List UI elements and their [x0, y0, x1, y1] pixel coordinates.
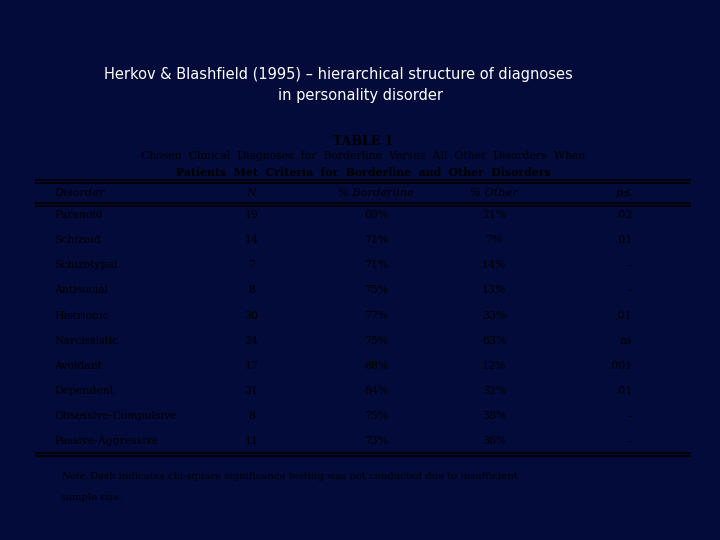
Text: Herkov & Blashfield (1995) – hierarchical structure of diagnoses: Herkov & Blashfield (1995) – hierarchica…: [104, 67, 573, 82]
Text: .02: .02: [615, 210, 632, 220]
Text: –: –: [626, 411, 632, 421]
Text: 30: 30: [244, 310, 258, 321]
Text: 32%: 32%: [482, 386, 506, 396]
Text: in personality disorder: in personality disorder: [277, 87, 443, 103]
Text: 69%: 69%: [364, 210, 388, 220]
Text: 14: 14: [244, 235, 258, 245]
Text: 31: 31: [244, 386, 258, 396]
Text: 14%: 14%: [482, 260, 506, 271]
Text: Paranoid: Paranoid: [54, 210, 103, 220]
Text: 73%: 73%: [364, 436, 388, 446]
Text: 71%: 71%: [364, 235, 388, 245]
Text: Antisocial: Antisocial: [54, 286, 108, 295]
Text: Obsessive-Compulsive: Obsessive-Compulsive: [54, 411, 176, 421]
Text: 24: 24: [244, 336, 258, 346]
Text: .01: .01: [615, 235, 632, 245]
Text: Schizotypal: Schizotypal: [54, 260, 117, 271]
Text: .001: .001: [608, 361, 632, 371]
Text: Patients  Met  Criteria  for  Borderline  and  Other  Disorders: Patients Met Criteria for Borderline and…: [176, 167, 550, 178]
Text: –: –: [626, 260, 632, 271]
Text: Histrionic: Histrionic: [54, 310, 109, 321]
Text: 17: 17: [244, 361, 258, 371]
Text: Disorder: Disorder: [54, 188, 104, 198]
Text: 7%: 7%: [485, 235, 503, 245]
Text: p≤: p≤: [616, 188, 632, 198]
Text: 21%: 21%: [482, 210, 506, 220]
Text: TABLE 1: TABLE 1: [333, 134, 393, 147]
Text: % Borderline: % Borderline: [338, 188, 414, 198]
Text: 11: 11: [244, 436, 258, 446]
Text: –: –: [626, 286, 632, 295]
Text: 12%: 12%: [482, 361, 506, 371]
Text: 38%: 38%: [482, 411, 506, 421]
Text: sample size.: sample size.: [60, 494, 122, 502]
Text: 33%: 33%: [482, 310, 506, 321]
Text: ,01: ,01: [615, 310, 632, 321]
Text: 8: 8: [248, 411, 255, 421]
Text: 75%: 75%: [364, 336, 388, 346]
Text: 84%: 84%: [364, 386, 388, 396]
Text: 71%: 71%: [364, 260, 388, 271]
Text: N: N: [246, 188, 256, 198]
Text: Avoidant: Avoidant: [54, 361, 102, 371]
Text: 8: 8: [248, 286, 255, 295]
Text: .01: .01: [615, 386, 632, 396]
Text: 19: 19: [244, 210, 258, 220]
Text: 36%: 36%: [482, 436, 506, 446]
Text: Dash indicates chi-square significance testing was not conducted due to insuffic: Dash indicates chi-square significance t…: [91, 472, 518, 481]
Text: % Other: % Other: [470, 188, 518, 198]
Text: ns: ns: [620, 336, 632, 346]
Text: 75%: 75%: [364, 286, 388, 295]
Text: 7: 7: [248, 260, 255, 271]
Text: 13%: 13%: [482, 286, 506, 295]
Text: Schizoid: Schizoid: [54, 235, 101, 245]
Text: 88%: 88%: [364, 361, 388, 371]
Text: 75%: 75%: [364, 411, 388, 421]
Text: Narcissistic: Narcissistic: [54, 336, 119, 346]
Text: 63%: 63%: [482, 336, 506, 346]
Text: –: –: [626, 436, 632, 446]
Text: 77%: 77%: [364, 310, 388, 321]
Text: Dependent: Dependent: [54, 386, 114, 396]
Text: Chosen  Clinical  Diagnoses  for  Borderline  Versus  All  Other  Disorders  Whe: Chosen Clinical Diagnoses for Borderline…: [140, 151, 585, 161]
Text: Note.: Note.: [60, 472, 89, 481]
Text: Note.   Dash indicates chi-square significance testing was not conducted due to : Note. Dash indicates chi-square signific…: [60, 472, 526, 481]
Text: Passive-Aggressive: Passive-Aggressive: [54, 436, 158, 446]
